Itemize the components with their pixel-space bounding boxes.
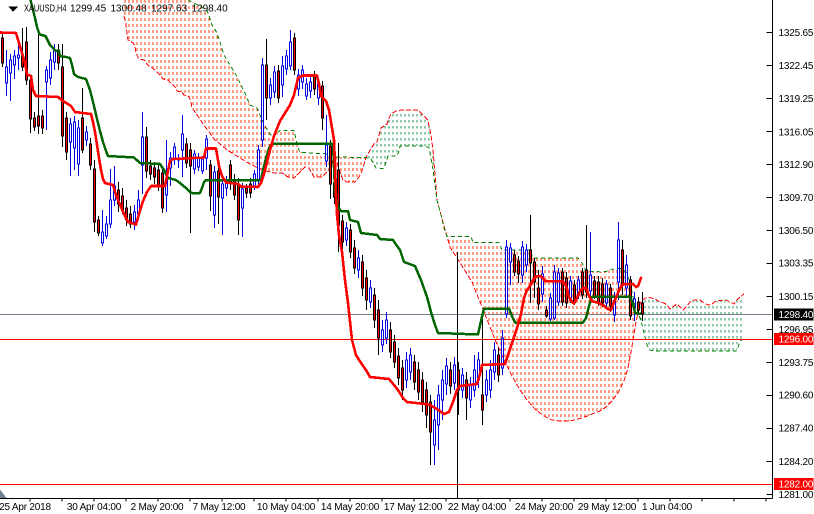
svg-text:XAUUSD,H4: XAUUSD,H4 [24,4,67,15]
svg-text:7 May 12:00: 7 May 12:00 [193,502,246,513]
svg-text:1296.00: 1296.00 [779,335,814,346]
svg-text:29 May 12:00: 29 May 12:00 [578,502,637,513]
svg-text:1300.48: 1300.48 [111,4,148,15]
svg-text:1298.40: 1298.40 [779,310,814,321]
svg-text:1298.40: 1298.40 [192,4,229,15]
svg-text:1297.63: 1297.63 [151,4,188,15]
svg-text:10 May 04:00: 10 May 04:00 [257,502,316,513]
svg-text:1296.95: 1296.95 [779,325,814,336]
svg-text:1290.60: 1290.60 [779,391,814,402]
svg-text:1287.40: 1287.40 [779,424,814,435]
svg-text:17 May 12:00: 17 May 12:00 [384,502,443,513]
svg-text:30 Apr 04:00: 30 Apr 04:00 [67,502,122,513]
svg-text:1281.00: 1281.00 [779,490,814,501]
svg-text:1325.65: 1325.65 [779,28,814,39]
svg-text:1293.75: 1293.75 [779,358,814,369]
svg-text:1306.50: 1306.50 [779,226,814,237]
svg-text:24 May 20:00: 24 May 20:00 [515,502,574,513]
svg-text:1322.45: 1322.45 [779,61,814,72]
svg-text:25 Apr 2018: 25 Apr 2018 [0,502,51,513]
svg-text:1316.05: 1316.05 [779,127,814,138]
svg-text:1309.70: 1309.70 [779,193,814,204]
svg-text:1303.35: 1303.35 [779,259,814,270]
svg-text:1300.15: 1300.15 [779,292,814,303]
svg-text:2 May 20:00: 2 May 20:00 [131,502,184,513]
svg-text:22 May 04:00: 22 May 04:00 [448,502,507,513]
svg-text:1284.20: 1284.20 [779,457,814,468]
svg-text:1 Jun 04:00: 1 Jun 04:00 [642,502,693,513]
svg-text:1282.00: 1282.00 [779,480,814,491]
svg-text:14 May 20:00: 14 May 20:00 [321,502,380,513]
svg-text:1319.25: 1319.25 [779,94,814,105]
svg-text:1299.45: 1299.45 [70,4,107,15]
svg-text:1312.90: 1312.90 [779,160,814,171]
